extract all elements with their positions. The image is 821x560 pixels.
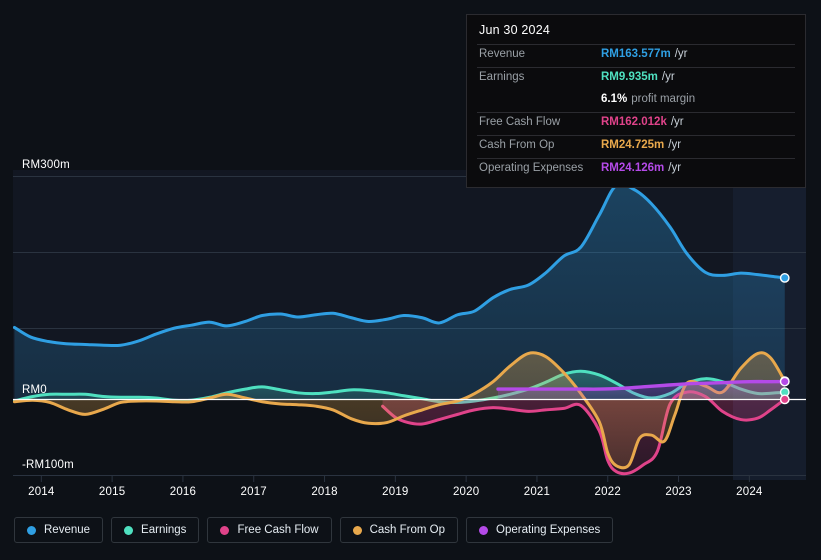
legend-dot-icon <box>220 525 230 535</box>
x-axis-label-2019: 2019 <box>382 486 409 498</box>
tooltip-row-operating-expenses: Operating Expenses RM24.126m/yr <box>477 158 795 181</box>
series-area-operating-expenses <box>498 381 785 400</box>
series-line-free-cash-flow[interactable] <box>381 390 787 476</box>
x-axis-ticks <box>40 476 750 482</box>
legend-dot-icon <box>352 525 362 535</box>
legend-item-cash-from-op[interactable]: Cash From Op <box>339 517 459 543</box>
tooltip-row-value: RM163.577m <box>601 48 671 60</box>
tooltip-date: Jun 30 2024 <box>479 23 551 37</box>
legend-dot-icon <box>124 525 134 535</box>
x-axis-label-2014: 2014 <box>28 486 55 498</box>
legend-item-earnings[interactable]: Earnings <box>111 517 200 543</box>
y-axis-bottom-label: -RM100m <box>22 459 74 471</box>
y-axis-top-label: RM300m <box>22 159 70 171</box>
series-endpoint-revenue[interactable] <box>779 273 790 283</box>
tooltip-row-suffix: /yr <box>661 71 675 83</box>
tooltip-row-free-cash-flow: Free Cash Flow RM162.012k/yr <box>477 112 795 135</box>
x-axis-label-2023: 2023 <box>665 486 692 498</box>
series-endpoint-free-cash-flow[interactable] <box>779 394 790 405</box>
tooltip-row-cash-from-op: Cash From Op RM24.725m/yr <box>477 135 795 158</box>
tooltip-rows: Revenue RM163.577m/yr Earnings RM9.935m/yr 6… <box>477 44 795 181</box>
x-axis-label-2022: 2022 <box>594 486 621 498</box>
x-axis-label-2018: 2018 <box>311 486 338 498</box>
x-axis-label-2015: 2015 <box>98 486 126 498</box>
data-tooltip-card: Jun 30 2024 Revenue RM163.577m/yr Earnings… <box>466 14 806 188</box>
x-axis-label-2017: 2017 <box>240 486 267 498</box>
legend-dot-icon <box>27 525 36 535</box>
legend-item-revenue[interactable]: Revenue <box>14 517 104 543</box>
series-line-cash-from-op[interactable] <box>13 351 787 470</box>
series-endpoint-operating-expenses[interactable] <box>779 376 790 387</box>
tooltip-row-suffix: /yr <box>668 162 682 174</box>
tooltip-row-value: RM24.126m <box>601 162 665 174</box>
x-axis-label-2020: 2020 <box>452 486 480 498</box>
tooltip-row-value: 6.1% <box>601 93 628 105</box>
legend-item-label: Free Cash Flow <box>237 524 319 536</box>
tooltip-row-value: RM24.725m <box>601 139 665 151</box>
legend-dot-icon <box>479 525 489 535</box>
tooltip-row-label: Free Cash Flow <box>479 116 561 128</box>
tooltip-row-revenue: Revenue RM163.577m/yr <box>477 44 795 67</box>
tooltip-row-label: Earnings <box>479 71 525 83</box>
series-line-operating-expenses[interactable] <box>496 379 787 391</box>
legend-item-label: Cash From Op <box>369 524 446 536</box>
x-axis: 2014 2015 2016 2017 2018 2019 2020 2021 2022 2023… <box>0 486 821 504</box>
y-axis-zero-label: RM0 <box>22 384 47 396</box>
tooltip-row-profit-margin: 6.1% profit margin <box>477 90 795 112</box>
legend-item-label: Revenue <box>44 524 91 536</box>
series-area-revenue <box>14 183 785 400</box>
tooltip-row-value: RM9.935m <box>601 71 658 83</box>
tooltip-row-label: Operating Expenses <box>479 162 584 174</box>
x-axis-label-2024: 2024 <box>736 486 763 498</box>
tooltip-row-value: RM162.012k <box>601 116 667 128</box>
x-axis-label-2016: 2016 <box>169 486 197 498</box>
tooltip-row-label: Cash From Op <box>479 139 555 151</box>
series-line-revenue[interactable] <box>13 182 787 348</box>
series-area-cash-from-op <box>14 352 785 468</box>
legend-item-operating-expenses[interactable]: Operating Expenses <box>466 517 614 543</box>
tooltip-row-suffix: /yr <box>674 48 688 60</box>
legend-item-label: Earnings <box>141 524 187 536</box>
legend-item-free-cash-flow[interactable]: Free Cash Flow <box>207 517 332 543</box>
tooltip-row-earnings: Earnings RM9.935m/yr <box>477 67 795 90</box>
tooltip-row-suffix: profit margin <box>631 93 696 105</box>
tooltip-row-suffix: /yr <box>670 116 684 128</box>
tooltip-row-suffix: /yr <box>668 139 682 151</box>
tooltip-row-label: Revenue <box>479 48 526 60</box>
x-axis-label-2021: 2021 <box>523 486 551 498</box>
chart-legend[interactable]: Revenue Earnings Free Cash Flow Cash From O… <box>14 517 614 543</box>
legend-item-label: Operating Expenses <box>496 524 601 536</box>
